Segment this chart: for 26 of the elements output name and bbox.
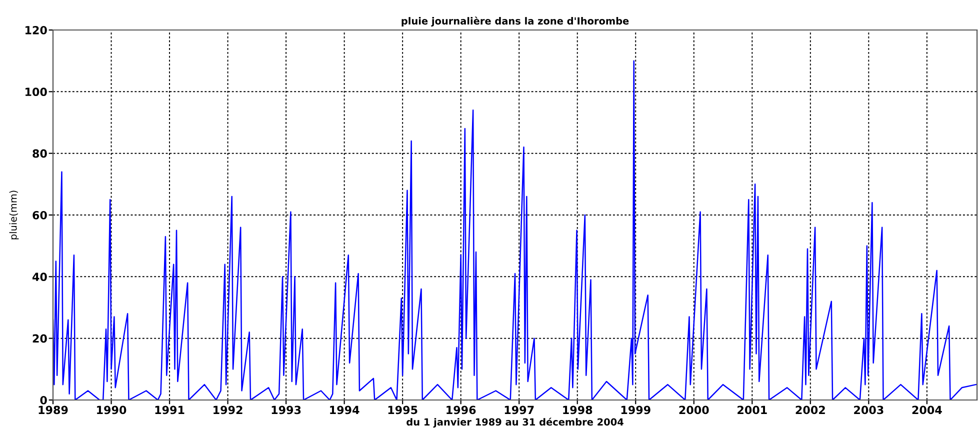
y-axis-title: pluie(mm) — [9, 190, 19, 240]
y-tick-label: 60 — [32, 210, 47, 220]
x-tick-label: 1993 — [272, 406, 301, 414]
x-tick-label: 1989 — [38, 406, 68, 414]
x-tick-label: 1991 — [155, 406, 184, 414]
x-tick-label: 2002 — [796, 406, 825, 414]
x-tick-label: 2004 — [912, 406, 942, 414]
x-tick-label: 1992 — [214, 406, 242, 414]
y-tick-label: 40 — [32, 272, 47, 282]
x-tick-label: 2003 — [854, 406, 884, 414]
x-axis-title: du 1 janvier 1989 au 31 décembre 2004 — [406, 418, 624, 428]
y-tick-label: 80 — [32, 149, 47, 158]
y-tick-label: 0 — [40, 396, 47, 404]
x-tick-label: 1997 — [504, 406, 534, 414]
x-tick-label: 1995 — [388, 406, 418, 414]
x-tick-label: 1998 — [563, 406, 592, 414]
y-tick-label: 100 — [26, 88, 47, 96]
x-tick-label: 1994 — [330, 406, 360, 414]
y-tick-label: 20 — [32, 334, 47, 343]
x-tick-label: 1996 — [446, 406, 476, 414]
chart-title: pluie journalière dans la zone d'Ihorombe — [402, 16, 629, 27]
x-tick-label: 1990 — [97, 406, 126, 414]
y-tick-label: 120 — [26, 26, 47, 34]
x-tick-label: 2001 — [738, 406, 767, 414]
x-tick-label: 1999 — [621, 406, 650, 414]
x-tick-label: 2000 — [679, 406, 709, 414]
